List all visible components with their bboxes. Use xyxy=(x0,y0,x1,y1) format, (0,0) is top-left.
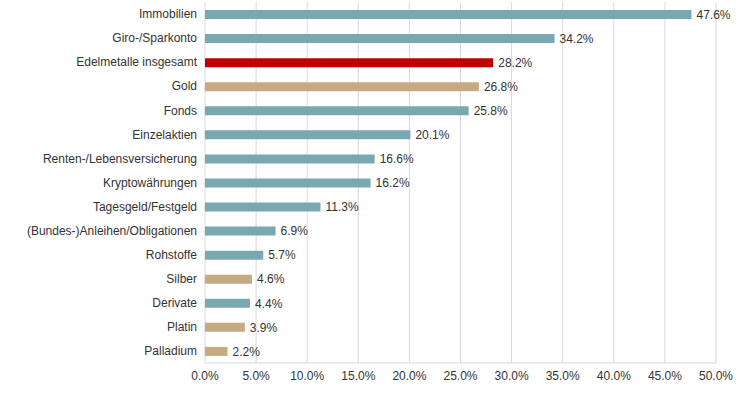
svg-text:Kryptowährungen: Kryptowährungen xyxy=(103,176,197,190)
svg-text:4.6%: 4.6% xyxy=(257,272,285,286)
svg-text:5.0%: 5.0% xyxy=(242,369,270,383)
svg-text:30.0%: 30.0% xyxy=(495,369,529,383)
svg-text:Einzelaktien: Einzelaktien xyxy=(132,128,197,142)
svg-text:Edelmetalle insgesamt: Edelmetalle insgesamt xyxy=(76,55,197,69)
svg-text:16.6%: 16.6% xyxy=(380,152,414,166)
svg-text:6.9%: 6.9% xyxy=(281,224,309,238)
svg-text:Gold: Gold xyxy=(172,79,197,93)
svg-text:Derivate: Derivate xyxy=(152,296,197,310)
svg-text:(Bundes-)Anleihen/Obligationen: (Bundes-)Anleihen/Obligationen xyxy=(27,224,197,238)
svg-text:4.4%: 4.4% xyxy=(255,297,283,311)
svg-text:11.3%: 11.3% xyxy=(325,200,358,214)
svg-text:15.0%: 15.0% xyxy=(341,369,375,383)
svg-text:Palladium: Palladium xyxy=(144,344,197,358)
svg-text:Immobilien: Immobilien xyxy=(139,7,197,21)
svg-text:Giro-/Sparkonto: Giro-/Sparkonto xyxy=(112,31,197,45)
svg-text:47.6%: 47.6% xyxy=(696,8,730,22)
svg-text:20.0%: 20.0% xyxy=(392,369,426,383)
svg-text:10.0%: 10.0% xyxy=(290,369,324,383)
svg-text:Rohstoffe: Rohstoffe xyxy=(146,248,197,262)
svg-text:Tagesgeld/Festgeld: Tagesgeld/Festgeld xyxy=(93,200,197,214)
svg-text:34.2%: 34.2% xyxy=(560,32,594,46)
svg-text:25.0%: 25.0% xyxy=(443,369,477,383)
svg-text:5.7%: 5.7% xyxy=(268,248,296,262)
svg-text:20.1%: 20.1% xyxy=(415,128,449,142)
svg-text:35.0%: 35.0% xyxy=(546,369,580,383)
svg-text:40.0%: 40.0% xyxy=(597,369,631,383)
svg-text:16.2%: 16.2% xyxy=(376,176,410,190)
svg-text:Silber: Silber xyxy=(166,272,197,286)
svg-text:3.9%: 3.9% xyxy=(250,321,278,335)
svg-text:26.8%: 26.8% xyxy=(484,80,518,94)
svg-text:0.0%: 0.0% xyxy=(191,369,219,383)
svg-text:25.8%: 25.8% xyxy=(474,104,508,118)
svg-text:Renten-/Lebensversicherung: Renten-/Lebensversicherung xyxy=(43,152,197,166)
svg-text:28.2%: 28.2% xyxy=(498,56,532,70)
svg-text:45.0%: 45.0% xyxy=(648,369,682,383)
svg-text:Platin: Platin xyxy=(167,320,197,334)
svg-text:50.0%: 50.0% xyxy=(699,369,733,383)
svg-text:2.2%: 2.2% xyxy=(232,345,260,359)
svg-text:Fonds: Fonds xyxy=(164,104,197,118)
